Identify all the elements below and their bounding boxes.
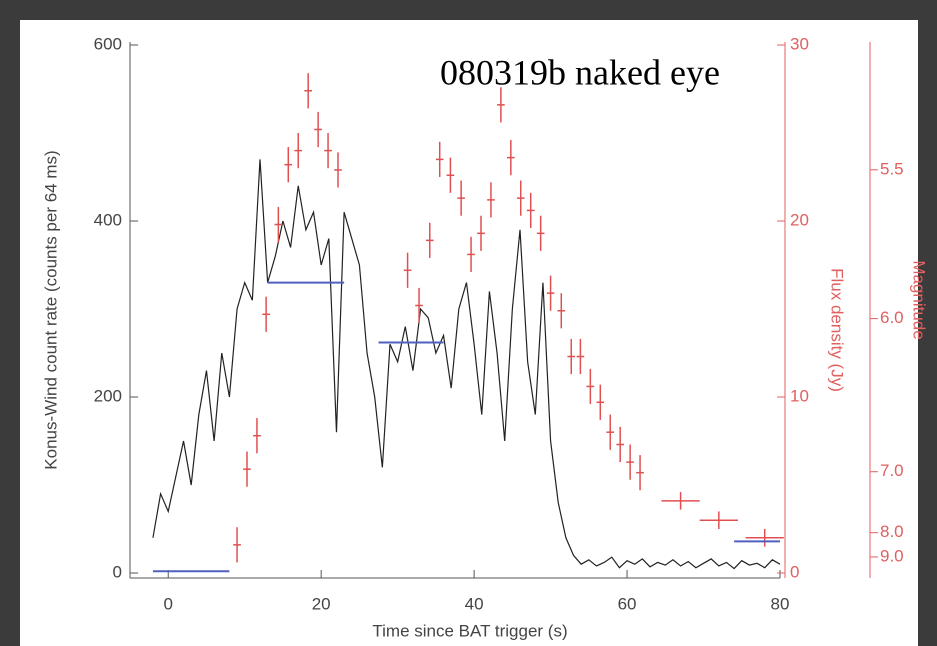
y-tick-label: 600 <box>94 34 122 53</box>
annotation: 080319b naked eye <box>440 52 720 92</box>
y3-tick-label: 9.0 <box>880 546 904 565</box>
plot-background <box>20 20 918 646</box>
y3-tick-label: 5.5 <box>880 159 904 178</box>
y2-tick-label: 20 <box>790 210 809 229</box>
x-axis-title: Time since BAT trigger (s) <box>372 621 567 640</box>
y-tick-label: 0 <box>113 562 122 581</box>
y2-axis-title: Flux density (Jy) <box>828 268 847 392</box>
y-tick-label: 400 <box>94 210 122 229</box>
y3-tick-label: 7.0 <box>880 461 904 480</box>
y2-tick-label: 10 <box>790 386 809 405</box>
y2-tick-label: 30 <box>790 34 809 53</box>
x-tick-label: 40 <box>465 594 484 613</box>
y-tick-label: 200 <box>94 386 122 405</box>
x-tick-label: 80 <box>771 594 790 613</box>
y3-axis-title: Magnitude <box>910 260 929 339</box>
y2-tick-label: 0 <box>790 562 799 581</box>
x-tick-label: 60 <box>618 594 637 613</box>
count-rate-line <box>152 159 781 570</box>
x-tick-label: 20 <box>312 594 331 613</box>
x-tick-label: 0 <box>164 594 173 613</box>
y3-tick-label: 8.0 <box>880 522 904 541</box>
y-axis-title: Konus-Wind count rate (counts per 64 ms) <box>41 150 60 469</box>
y3-tick-label: 6.0 <box>880 308 904 327</box>
